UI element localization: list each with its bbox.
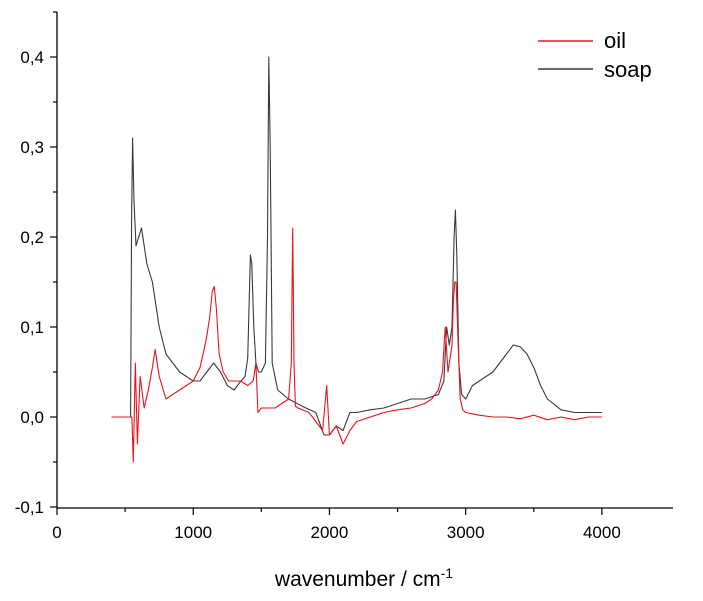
x-tick-label: 3000 [447, 523, 485, 542]
y-tick-label: 0,2 [20, 228, 44, 247]
legend-label-soap: soap [604, 57, 652, 82]
axis-tick-labels: 0 1000 2000 3000 4000 -0,1 0,0 0,1 0,2 0,3 0,4 [15, 48, 621, 542]
x-tick-label: 0 [52, 523, 61, 542]
x-axis-title: wavenumber / cm-1 [274, 565, 453, 591]
x-tick-label: 4000 [583, 523, 621, 542]
series-layer [111, 56, 602, 463]
y-tick-label: 0,4 [20, 48, 44, 67]
y-tick-label: 0,0 [20, 408, 44, 427]
y-tick-label: 0,1 [20, 318, 44, 337]
legend-label-oil: oil [604, 28, 626, 53]
x-axis-title-superscript: -1 [441, 565, 454, 581]
x-tick-label: 2000 [311, 523, 349, 542]
x-tick-label: 1000 [174, 523, 212, 542]
y-tick-label: 0,3 [20, 138, 44, 157]
axis-ticks [50, 11, 603, 515]
y-tick-label: -0,1 [15, 498, 44, 517]
series-line-oil [111, 227, 602, 463]
legend: oil soap [538, 28, 652, 82]
series-line-soap [111, 56, 602, 436]
